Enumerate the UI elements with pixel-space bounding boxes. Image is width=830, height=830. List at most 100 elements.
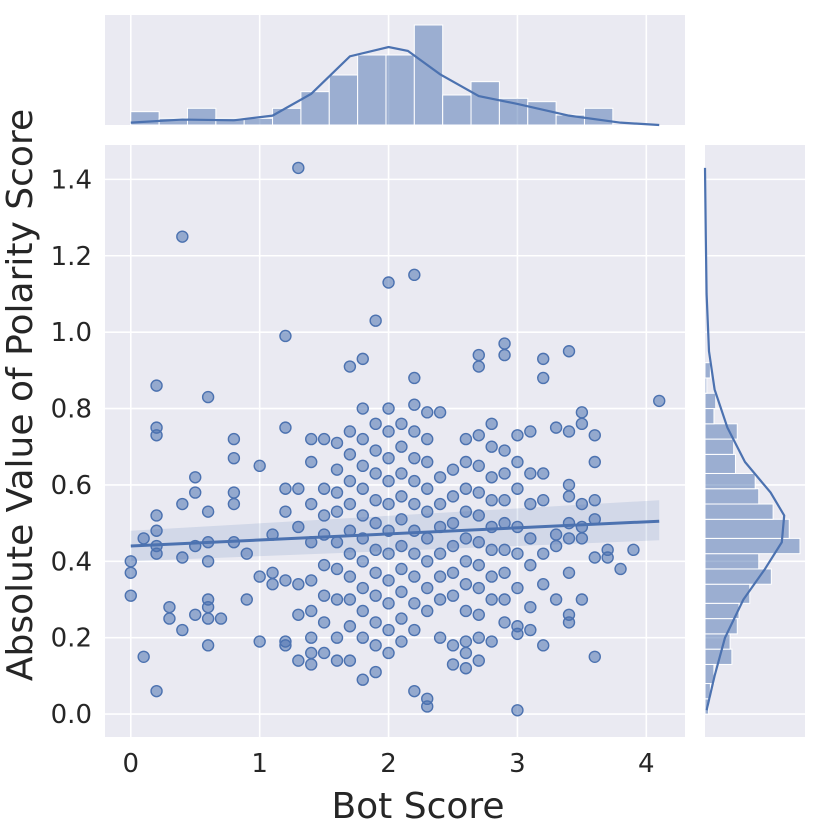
scatter-point	[601, 551, 614, 564]
scatter-point	[575, 532, 589, 545]
scatter-point	[562, 345, 576, 358]
top-hist-bar	[413, 24, 444, 126]
scatter-point	[305, 604, 318, 618]
scatter-point	[330, 562, 344, 576]
scatter-point	[575, 417, 589, 431]
scatter-point	[511, 627, 524, 641]
right-hist-bar	[704, 423, 738, 440]
scatter-point	[330, 536, 344, 549]
ci-band-path	[130, 500, 660, 562]
top-hist-bar	[470, 81, 500, 126]
scatter-point	[588, 650, 601, 663]
scatter-point	[266, 578, 279, 591]
scatter-point	[549, 539, 563, 553]
scatter-point	[433, 497, 447, 511]
scatter-point	[356, 581, 369, 595]
scatter-point	[356, 631, 369, 644]
scatter-point	[433, 406, 447, 419]
y-axis-label: Absolute Value of Polarity Score	[0, 109, 41, 681]
scatter-point	[537, 467, 550, 480]
right-kde-curve	[703, 167, 786, 711]
y-tick-label: 1.2	[51, 242, 92, 272]
scatter-point	[485, 520, 498, 534]
scatter-point	[408, 398, 421, 411]
scatter-point	[343, 593, 357, 606]
scatter-point	[408, 623, 421, 637]
scatter-point	[575, 520, 589, 534]
scatter-point	[150, 547, 163, 560]
scatter-point	[176, 497, 189, 511]
scatter-point	[433, 547, 447, 560]
scatter-point	[292, 654, 305, 667]
scatter-point	[201, 600, 215, 614]
scatter-point	[537, 371, 550, 385]
scatter-point	[279, 505, 292, 518]
scatter-point	[369, 444, 382, 457]
scatter-point	[369, 467, 382, 480]
scatter-point	[485, 494, 498, 507]
scatter-point	[472, 536, 485, 549]
scatter-point	[421, 581, 434, 595]
y-tick-label: 0.0	[51, 700, 92, 730]
scatter-point	[369, 543, 382, 557]
y-tick-label: 1.4	[51, 165, 92, 195]
scatter-point	[330, 486, 344, 499]
scatter-point	[305, 631, 318, 644]
right-hist-bar	[704, 553, 760, 570]
x-tick-label: 0	[123, 749, 140, 779]
scatter-point	[485, 635, 498, 648]
scatter-point	[253, 459, 266, 473]
scatter-point	[433, 593, 447, 606]
scatter-point	[137, 532, 150, 545]
scatter-point	[421, 555, 434, 568]
scatter-point	[459, 455, 473, 469]
top-hist-bar	[385, 54, 415, 126]
scatter-point	[124, 566, 137, 579]
y-tick-label: 0.6	[51, 471, 92, 501]
scatter-point	[524, 558, 537, 572]
scatter-point	[266, 566, 279, 579]
scatter-point	[421, 604, 434, 618]
scatter-point	[382, 451, 395, 465]
scatter-point	[395, 585, 408, 599]
scatter-point	[408, 570, 421, 583]
scatter-point	[343, 474, 357, 488]
x-tick-label: 3	[509, 749, 526, 779]
main-gridlines	[105, 145, 685, 737]
scatter-point	[189, 471, 202, 484]
scatter-point	[189, 608, 202, 621]
scatter-point	[163, 612, 176, 625]
right-hist-bar	[704, 602, 740, 620]
scatter-point	[472, 581, 485, 595]
right-hist-bar	[704, 438, 735, 455]
scatter-point	[485, 593, 498, 606]
scatter-point	[214, 612, 228, 625]
scatter-point	[408, 474, 421, 488]
scatter-point	[498, 337, 511, 350]
scatter-point	[549, 421, 563, 434]
scatter-point	[511, 482, 524, 495]
scatter-point	[317, 646, 331, 660]
scatter-point	[498, 494, 511, 507]
right-hist-bar	[704, 518, 790, 539]
right-hist-bar	[704, 408, 715, 425]
scatter-point	[524, 623, 537, 637]
scatter-point	[421, 482, 434, 495]
scatter-point	[137, 650, 150, 663]
scatter-point	[472, 486, 485, 499]
scatter-point	[549, 528, 563, 541]
x-tick-label: 2	[380, 749, 397, 779]
scatter-point	[511, 455, 524, 469]
scatter-point	[562, 532, 576, 545]
scatter-point	[588, 494, 601, 507]
scatter-point	[356, 482, 369, 495]
right-hist-bar	[704, 392, 717, 410]
scatter-point	[459, 578, 473, 591]
scatter-point	[537, 494, 550, 507]
scatter-point	[253, 635, 266, 648]
scatter-point	[317, 616, 331, 629]
scatter-point	[201, 555, 215, 568]
scatter-point	[524, 425, 537, 438]
y-tick-label: 0.8	[51, 395, 92, 425]
scatter-point	[382, 574, 395, 587]
